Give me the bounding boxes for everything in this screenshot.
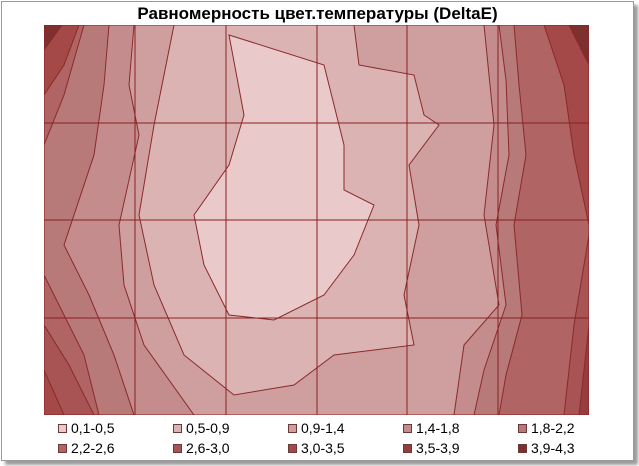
- legend-label: 3,0-3,5: [301, 440, 345, 456]
- legend-item: 0,5-0,9: [173, 419, 230, 438]
- legend-swatch: [173, 423, 182, 433]
- contour-edge-2: [543, 25, 589, 226]
- contour-edge-7: [44, 369, 65, 415]
- contour-edge-1: [44, 25, 63, 51]
- legend-label: 2,6-3,0: [186, 440, 230, 456]
- legend-item: 0,9-1,4: [288, 419, 345, 438]
- contour-edge-3: [568, 25, 589, 66]
- legend-swatch: [173, 443, 182, 453]
- legend-item: 2,2-2,6: [58, 439, 115, 458]
- contour-edge-5: [578, 324, 589, 415]
- legend-label: 2,2-2,6: [71, 440, 115, 456]
- legend-swatch: [288, 443, 297, 453]
- legend-label: 3,5-3,9: [416, 440, 460, 456]
- legend: 0,1-0,5 0,5-0,9 0,9-1,4 1,4-1,8 1,8-2,2 2,2-2…: [58, 419, 598, 459]
- contour-plot: [44, 25, 589, 415]
- contour-edge-0: [44, 25, 80, 96]
- legend-item: 1,8-2,2: [518, 419, 575, 438]
- legend-item: 1,4-1,8: [403, 419, 460, 438]
- contour-band-5: [193, 34, 375, 321]
- contour-edge-4: [563, 234, 589, 415]
- legend-swatch: [403, 423, 412, 433]
- legend-label: 3,9-4,3: [531, 440, 575, 456]
- legend-item: 3,5-3,9: [403, 439, 460, 458]
- legend-swatch: [518, 443, 527, 453]
- legend-swatch: [288, 423, 297, 433]
- legend-label: 0,9-1,4: [301, 420, 345, 436]
- legend-item: 3,9-4,3: [518, 439, 575, 458]
- legend-label: 1,4-1,8: [416, 420, 460, 436]
- chart-title: Равномерность цвет.температуры (DeltaE): [137, 4, 498, 23]
- legend-item: 2,6-3,0: [173, 439, 230, 458]
- legend-item: 0,1-0,5: [58, 419, 115, 438]
- legend-label: 0,1-0,5: [71, 420, 115, 436]
- legend-swatch: [58, 423, 67, 433]
- legend-swatch: [58, 443, 67, 453]
- legend-swatch: [518, 423, 527, 433]
- legend-label: 0,5-0,9: [186, 420, 230, 436]
- legend-item: 3,0-3,5: [288, 439, 345, 458]
- contour-edge-6: [44, 324, 95, 415]
- legend-label: 1,8-2,2: [531, 420, 575, 436]
- legend-swatch: [403, 443, 412, 453]
